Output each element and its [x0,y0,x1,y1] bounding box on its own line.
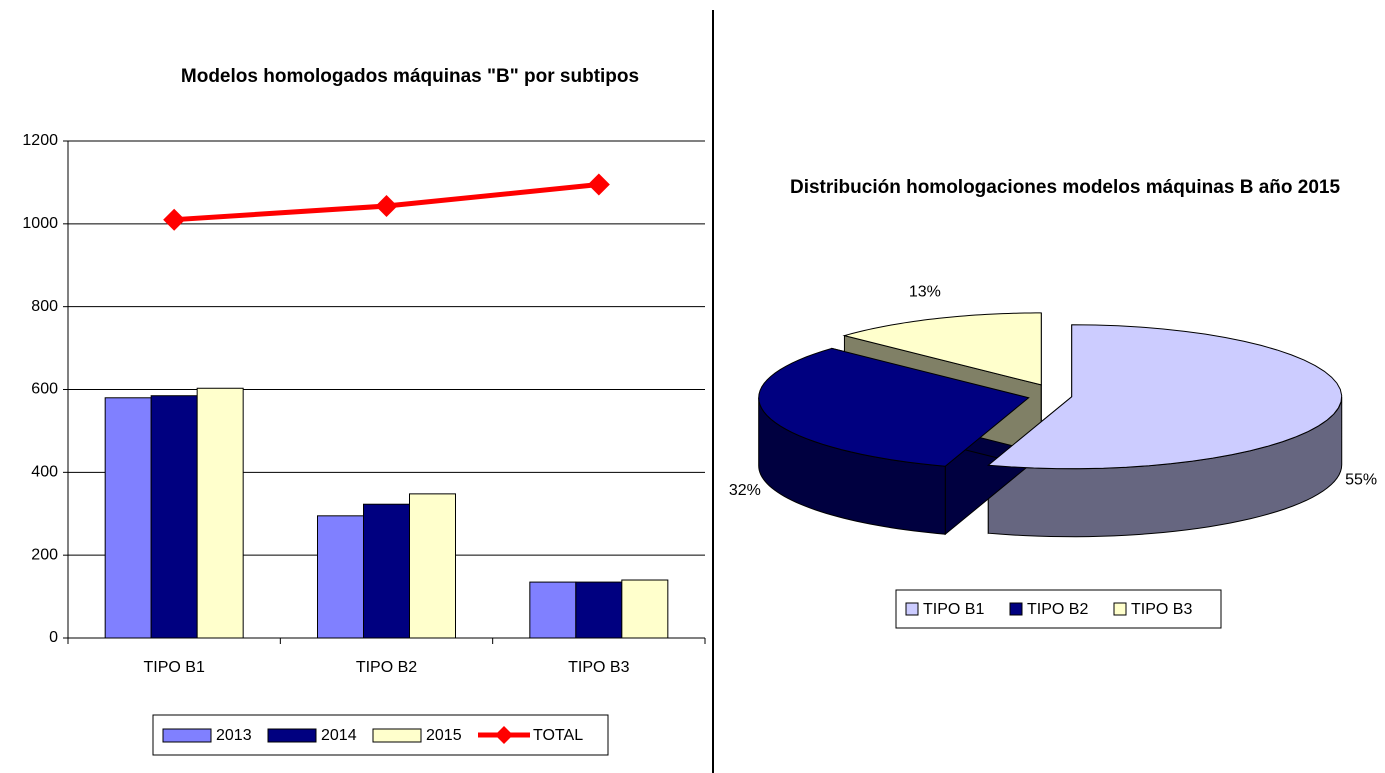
bar [409,493,456,639]
legend-label: 2014 [321,727,357,744]
y-tick-label: 1200 [22,132,58,149]
legend-box [895,589,1222,629]
x-tick-label: TIPO B1 [143,659,204,676]
pie-slice [987,324,1343,470]
pie-slice [842,312,1042,386]
y-tick-label: 800 [31,298,58,315]
marker [375,195,398,218]
bar [621,579,669,639]
bar [363,503,410,639]
bar [196,387,244,639]
legend-marker [495,726,513,744]
marker [587,173,610,196]
legend-label: TIPO B3 [1131,601,1192,618]
y-tick-label: 1000 [22,215,58,232]
bar [529,581,577,639]
legend-swatch [905,602,919,616]
marker [163,208,186,231]
y-tick-label: 0 [49,629,58,646]
x-tick-label: TIPO B3 [568,659,629,676]
legend-swatch [1113,602,1127,616]
bar [150,395,198,639]
data-label: 32% [729,482,761,499]
x-tick-label: TIPO B2 [356,659,417,676]
bar [104,397,152,639]
legend-label: 2015 [426,727,462,744]
chart-title: Distribución homologaciones modelos máqu… [789,177,1341,198]
y-tick-label: 400 [31,464,58,481]
pie-slice [758,347,1030,467]
chart-title: Modelos homologados máquinas "B" por sub… [180,66,640,87]
y-tick-label: 600 [31,381,58,398]
legend-swatch [372,728,422,743]
legend-label: TIPO B1 [923,601,984,618]
legend-swatch [162,728,212,743]
bar [317,515,364,639]
data-label: 55% [1345,472,1377,489]
legend-swatch [1009,602,1023,616]
data-label: 13% [909,283,941,300]
y-tick-label: 200 [31,546,58,563]
bar [575,581,623,639]
legend-label: TOTAL [533,727,583,744]
legend-label: TIPO B2 [1027,601,1088,618]
legend-label: 2013 [216,727,252,744]
legend-swatch [267,728,317,743]
